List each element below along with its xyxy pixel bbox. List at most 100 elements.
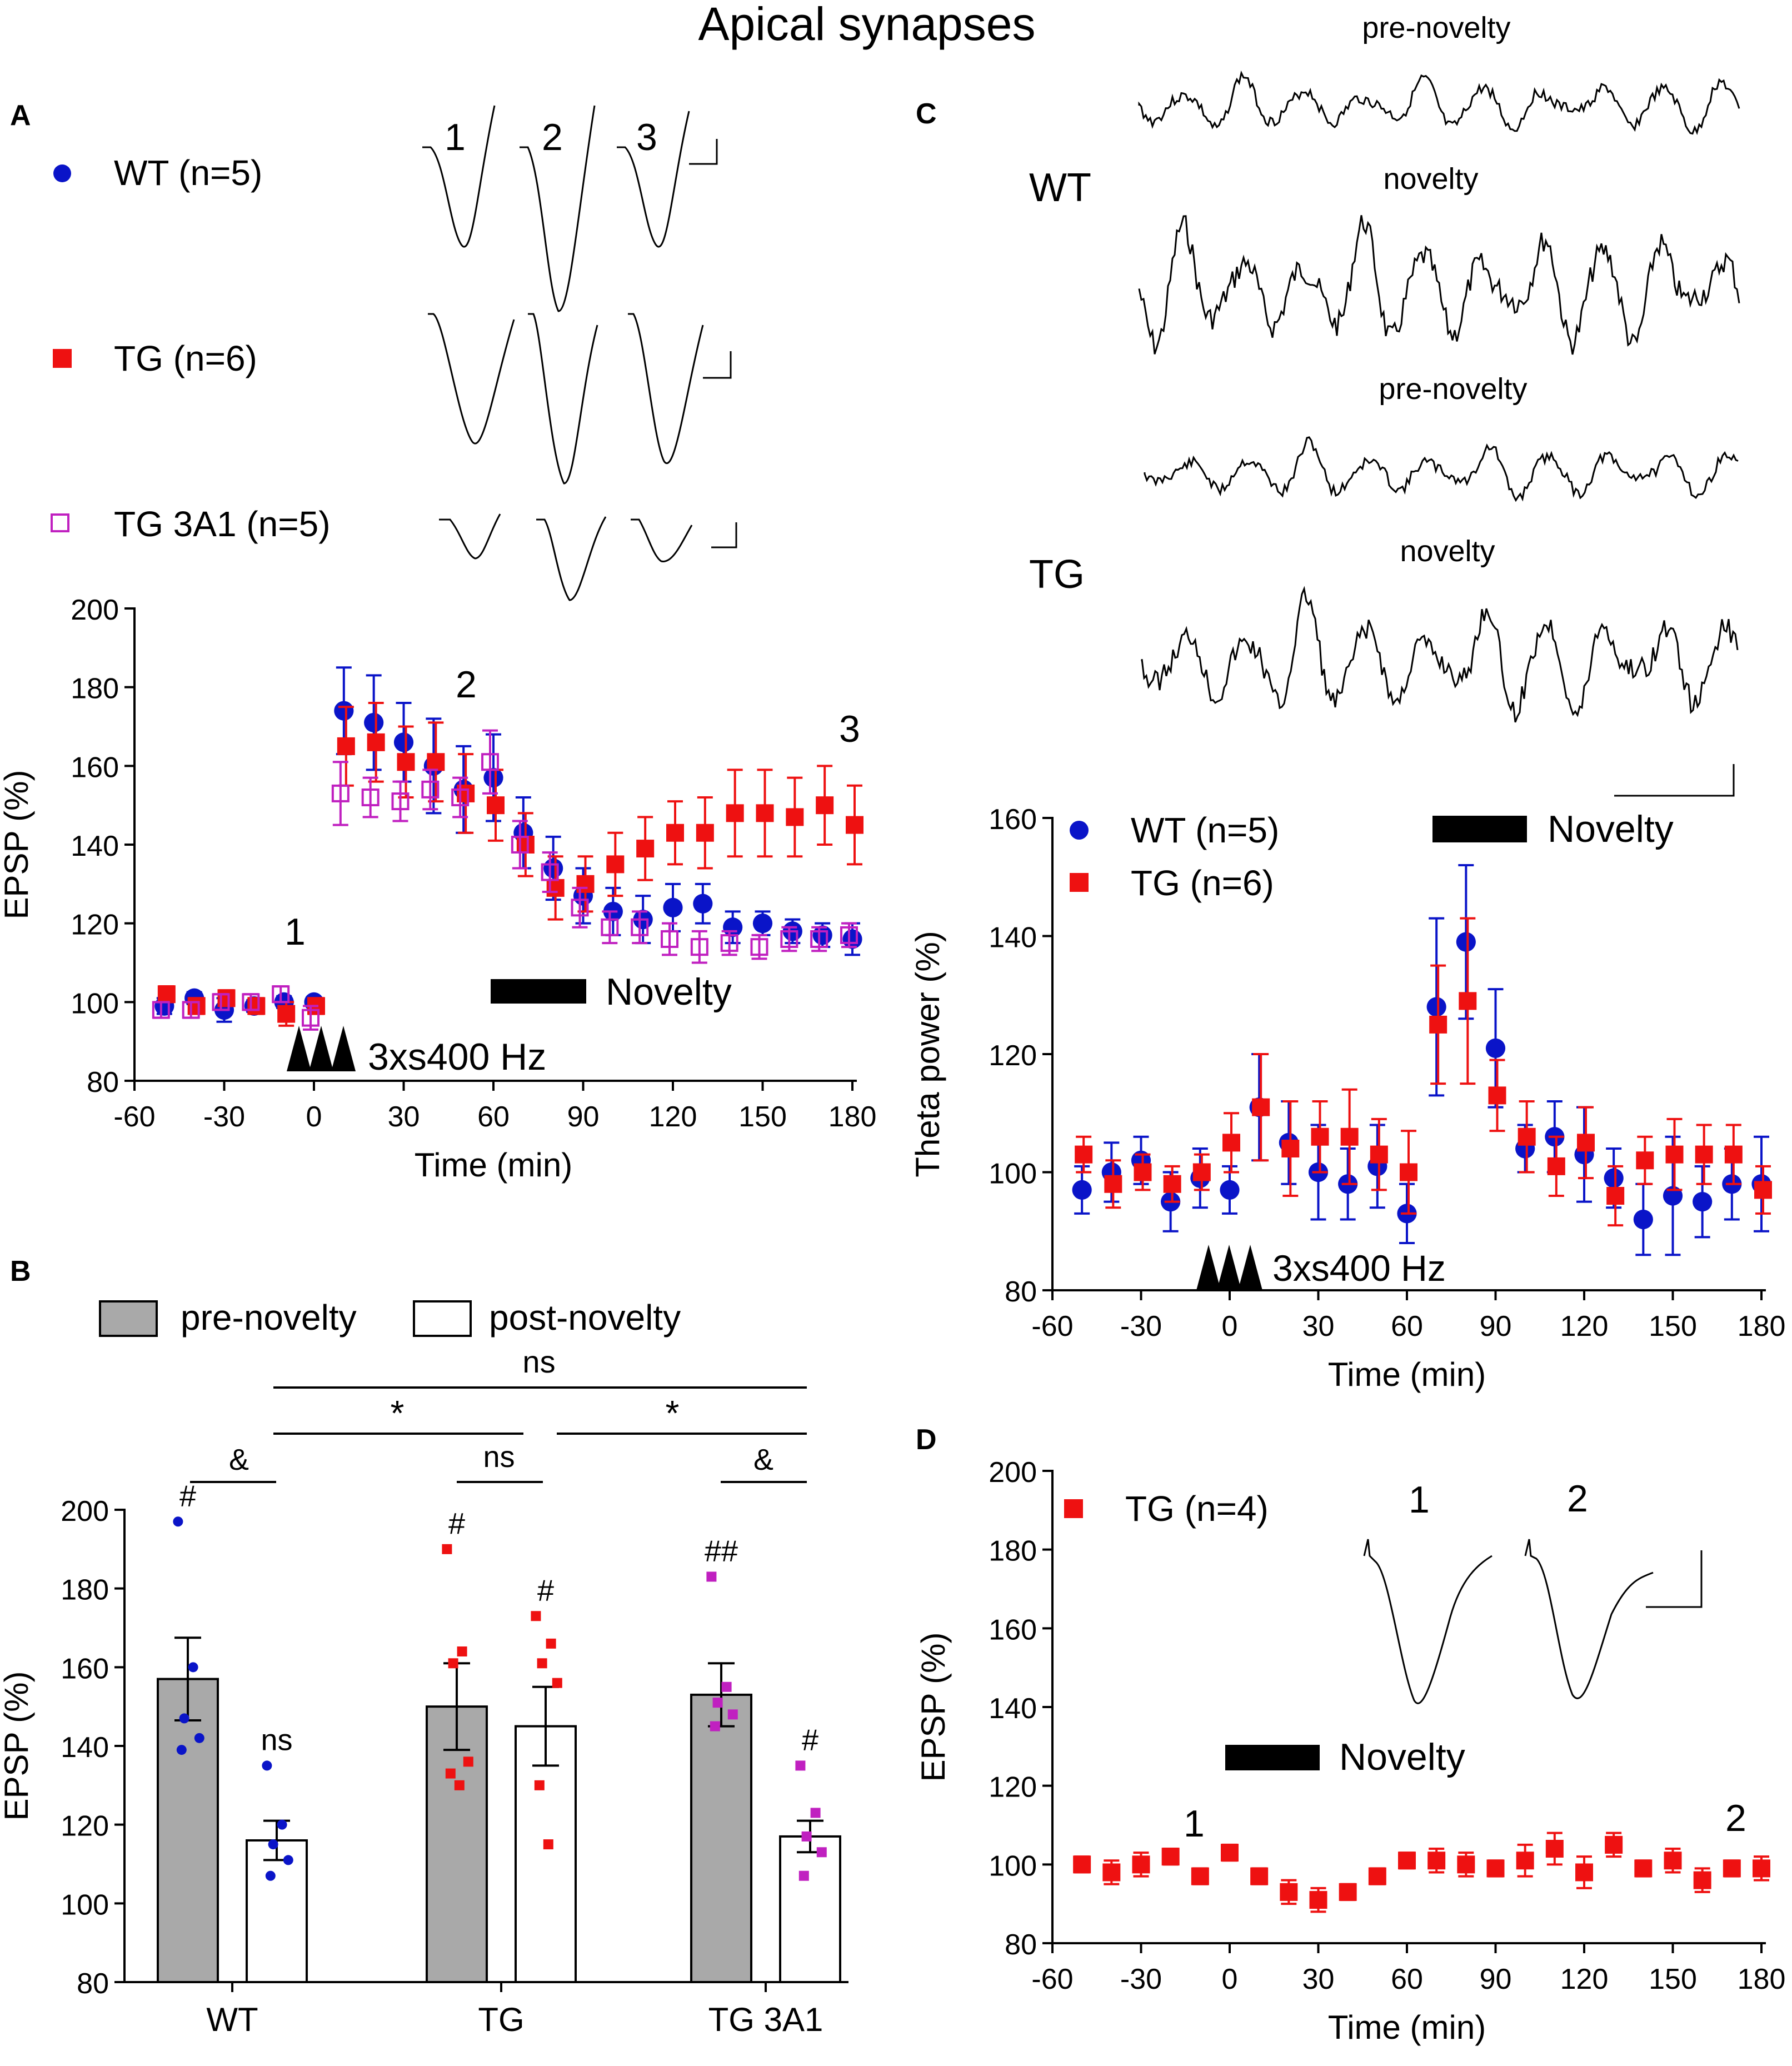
data-point <box>750 938 768 956</box>
data-point <box>810 930 828 948</box>
x-tick-label: 90 <box>1480 1963 1512 1995</box>
data-point <box>1161 1848 1180 1866</box>
x-tick-label: -30 <box>1120 1963 1162 1995</box>
chart-d-timepoint-1: 1 <box>1184 1803 1205 1845</box>
data-point <box>451 789 470 806</box>
trace-label-2: 2 <box>542 116 563 158</box>
y-axis-label: EPSP (%) <box>915 1633 952 1782</box>
data-point <box>483 767 503 788</box>
data-point <box>152 1001 170 1019</box>
x-tick-label: 60 <box>1391 1310 1423 1343</box>
individual-point <box>706 1571 717 1582</box>
data-point <box>1426 997 1446 1017</box>
data-point <box>780 930 798 948</box>
wt-epsp-traces <box>422 105 718 312</box>
data-point <box>421 780 440 799</box>
chart-c-stim-label: 3xs400 Hz <box>1272 1247 1446 1289</box>
y-tick-label: 180 <box>71 673 119 705</box>
panel-label-b: B <box>10 1255 31 1287</box>
individual-point <box>543 1839 553 1850</box>
data-point <box>1636 1151 1654 1170</box>
x-tick-label: -30 <box>203 1101 245 1133</box>
chart-c-legend-wt-label: WT (n=5) <box>1131 810 1279 850</box>
chart-a-novelty-bar <box>491 979 586 1004</box>
x-tick-label: 180 <box>828 1101 877 1133</box>
data-point <box>1754 1181 1772 1199</box>
chart-c-legend-wt-marker <box>1070 821 1089 840</box>
chart-c: -60 -30 0 30 60 90 120 150 180 80 100 120 140 160 Time… <box>909 804 1785 1393</box>
data-point <box>397 753 415 771</box>
y-axis-label: Theta power (%) <box>909 931 946 1177</box>
x-tick-label: 30 <box>1302 1963 1335 1995</box>
chart-d-legend-tg-label: TG (n=4) <box>1125 1489 1269 1529</box>
theta-traces <box>1138 70 1740 797</box>
individual-point <box>810 1808 821 1818</box>
individual-point <box>188 1662 198 1673</box>
x-tick-label: 60 <box>1391 1963 1423 1995</box>
data-point <box>720 934 738 952</box>
data-point <box>361 789 380 806</box>
legend-post-novelty-swatch <box>413 1300 472 1337</box>
data-point <box>391 792 410 811</box>
chart-c-stim-triangles <box>1196 1245 1262 1290</box>
data-point <box>427 753 445 771</box>
chart-d-novelty-bar <box>1225 1745 1320 1770</box>
chart-a: -60 -30 0 30 60 90 120 150 180 80 100 120 140 160 180 2… <box>0 594 876 1184</box>
data-point <box>1102 1863 1121 1882</box>
individual-point <box>552 1678 562 1688</box>
x-tick-label: 90 <box>1480 1310 1512 1343</box>
data-point <box>1459 992 1477 1010</box>
individual-point <box>801 1831 812 1842</box>
legend-pre-novelty-swatch <box>99 1300 158 1337</box>
y-axis-label: EPSP (%) <box>0 770 35 920</box>
wt-pre-novelty-label: pre-novelty <box>1362 11 1510 44</box>
x-tick-label: 0 <box>1222 1310 1238 1343</box>
y-tick-label: 80 <box>1005 1276 1037 1308</box>
data-point <box>541 863 559 881</box>
x-tick-label: 120 <box>1560 1963 1609 1995</box>
data-point <box>1516 1852 1534 1870</box>
comparison-wt-tg: * <box>391 1393 405 1433</box>
x-tick-label: -60 <box>113 1101 155 1133</box>
wt-novelty-label: novelty <box>1383 162 1478 196</box>
individual-point <box>534 1780 545 1790</box>
data-point <box>1664 1852 1682 1870</box>
x-tick-label: 180 <box>1738 1963 1786 1995</box>
data-point <box>816 796 834 815</box>
data-point <box>157 985 176 1004</box>
data-point <box>1457 1855 1475 1874</box>
y-tick-label: 160 <box>71 751 119 784</box>
y-tick-label: 100 <box>989 1850 1037 1882</box>
data-point <box>840 926 858 944</box>
legend-pre-novelty-label: pre-novelty <box>181 1298 357 1338</box>
individual-point <box>727 1709 738 1720</box>
data-point <box>1518 1127 1536 1146</box>
y-tick-label: 120 <box>989 1771 1037 1804</box>
tg-n4-epsp-traces <box>1363 1539 1703 1704</box>
individual-point <box>262 1760 272 1771</box>
significance-mark: # <box>179 1479 196 1513</box>
chart-d-timepoint-2: 2 <box>1725 1797 1746 1839</box>
data-point <box>487 796 505 815</box>
data-point <box>1221 1844 1239 1862</box>
individual-point <box>710 1721 720 1731</box>
x-tick-label: 90 <box>567 1101 600 1133</box>
chart-a-stim-triangles <box>287 1026 356 1071</box>
data-point <box>1163 1175 1181 1193</box>
individual-point <box>442 1544 452 1554</box>
individual-point <box>268 1839 278 1850</box>
chart-c-legend-tg-label: TG (n=6) <box>1131 863 1274 903</box>
figure-title: Apical synapses <box>698 0 1036 50</box>
y-tick-label: 200 <box>989 1456 1037 1489</box>
y-tick-label: 120 <box>61 1810 109 1843</box>
significance-mark: ns <box>261 1723 292 1756</box>
individual-point <box>176 1745 187 1755</box>
tg-epsp-traces <box>428 313 732 485</box>
bar <box>779 1835 841 1984</box>
data-point <box>1072 1180 1092 1200</box>
y-tick-label: 200 <box>71 594 119 626</box>
data-point <box>1545 1840 1564 1858</box>
y-tick-label: 80 <box>87 1066 119 1099</box>
data-point <box>543 858 563 879</box>
data-point <box>277 1005 296 1023</box>
